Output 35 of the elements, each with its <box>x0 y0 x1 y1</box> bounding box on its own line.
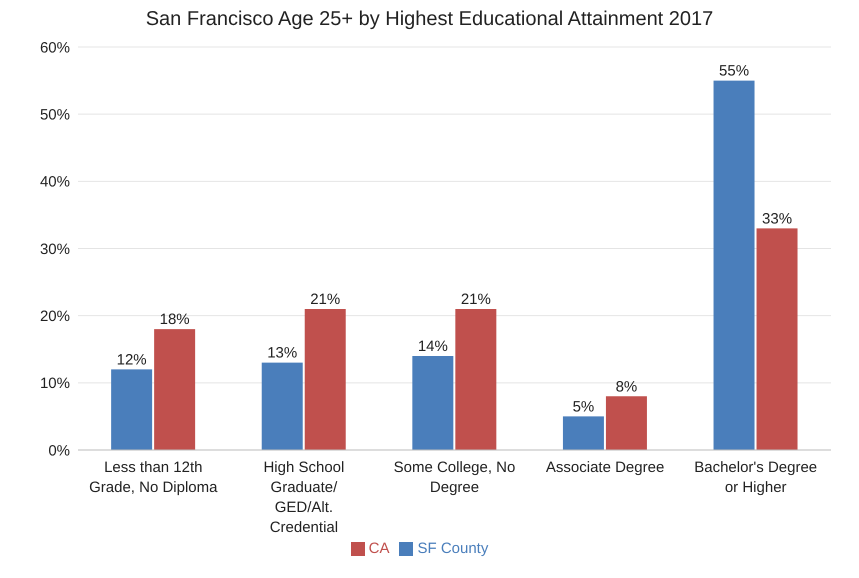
bar <box>756 228 798 450</box>
bar <box>412 356 454 450</box>
data-label: 55% <box>719 62 750 80</box>
data-label: 14% <box>418 338 448 355</box>
bar <box>714 80 755 450</box>
data-label: 21% <box>310 290 340 308</box>
x-tick-label: Less than 12th Grade, No Diploma <box>89 459 218 496</box>
legend-label: SF County <box>417 540 488 557</box>
bar <box>262 362 303 450</box>
x-tick-label: Bachelor's Degree or Higher <box>694 459 818 496</box>
data-label: 5% <box>572 398 594 416</box>
data-label: 21% <box>460 290 491 308</box>
y-tick-label: 60% <box>40 39 70 56</box>
bar <box>304 308 346 450</box>
y-tick-label: 50% <box>40 106 70 124</box>
data-label: 33% <box>762 210 792 228</box>
bar <box>562 416 604 450</box>
bar <box>606 396 647 450</box>
bar <box>111 369 152 450</box>
data-label: 18% <box>160 311 190 328</box>
y-tick-label: 20% <box>40 308 70 325</box>
data-label: 8% <box>616 378 638 396</box>
x-tick-label: Some College, No Degree <box>394 459 516 496</box>
x-tick-label: Associate Degree <box>546 459 664 476</box>
data-label: 12% <box>116 351 147 368</box>
chart-title: San Francisco Age 25+ by Highest Educational Attainment 2017 <box>144 8 714 31</box>
legend-label: CA <box>368 540 390 557</box>
x-tick-label: High School Graduate/ GED/Alt. Credential <box>263 459 344 536</box>
y-tick-label: 10% <box>40 375 70 392</box>
y-tick-label: 30% <box>40 240 70 258</box>
bar <box>154 329 196 450</box>
y-tick-label: 40% <box>40 174 70 191</box>
bar <box>455 308 496 450</box>
data-label: 13% <box>267 344 298 362</box>
y-tick-label: 0% <box>48 442 70 460</box>
